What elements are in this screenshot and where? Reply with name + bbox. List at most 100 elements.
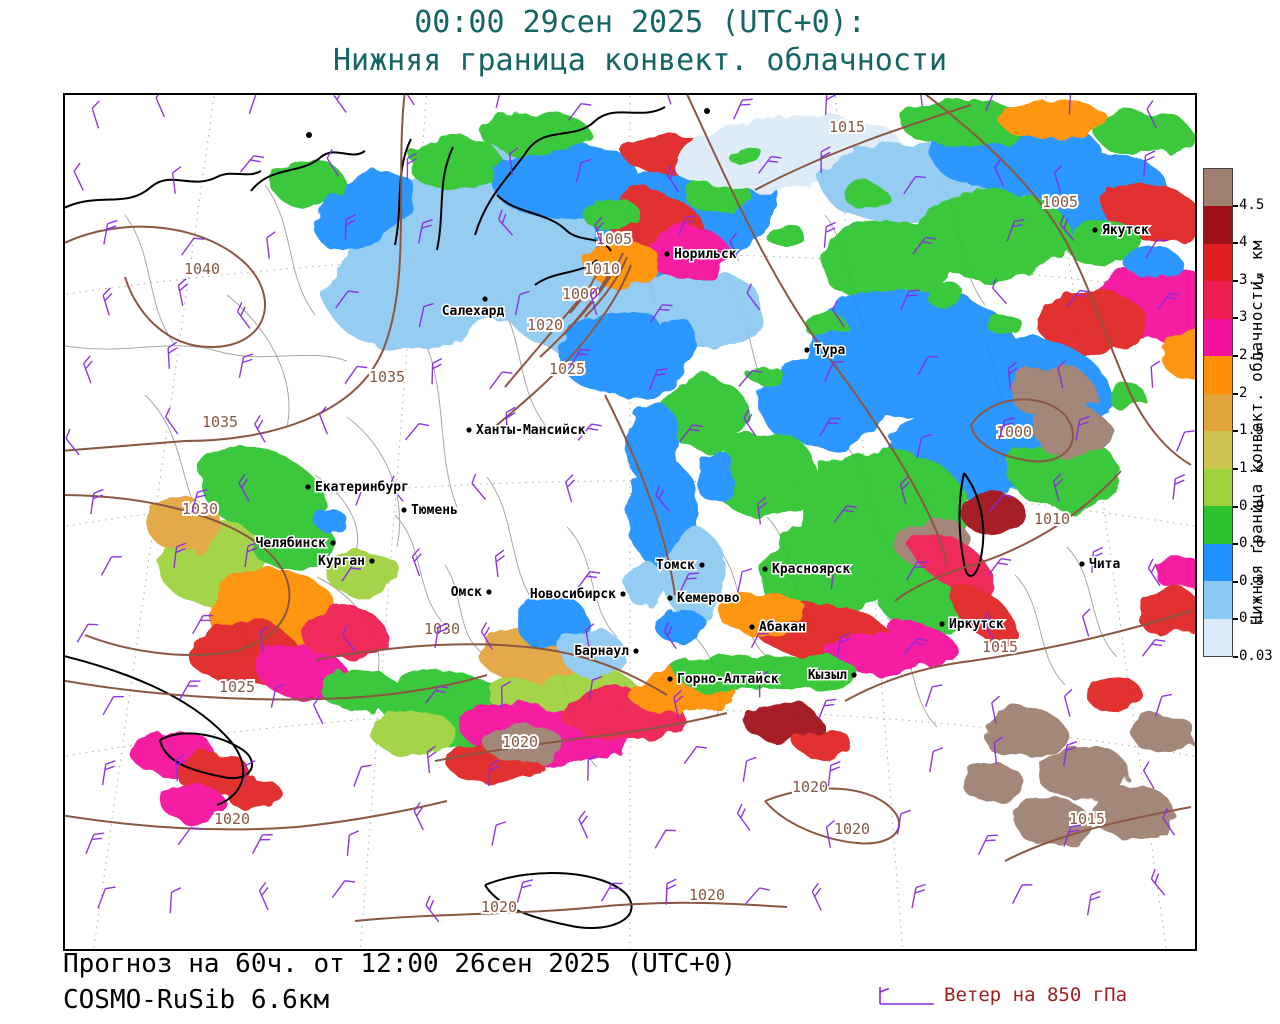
title-datetime: 00:00 29сен 2025 (UTC+0):: [414, 5, 866, 40]
city-label: Тура: [814, 343, 845, 358]
isobar-label: 1040: [184, 260, 220, 278]
legend-color-band: [1204, 393, 1232, 432]
city-label: Красноярск: [772, 562, 850, 577]
city-marker: Томск: [654, 557, 705, 575]
city-marker: Екатеринбург: [305, 479, 410, 497]
legend-tickmark: [1233, 242, 1238, 245]
legend-tickmark: [1233, 505, 1238, 508]
isobar-label: 1005: [596, 230, 632, 248]
city-marker: Ханты-Мансийск: [466, 422, 587, 440]
city-label: Норильск: [674, 247, 737, 262]
city-marker: Иркутск: [939, 616, 1005, 634]
isobar-label: 1010: [584, 260, 620, 278]
isobar-label: 1000: [562, 285, 598, 303]
city-label: Ханты-Мансийск: [476, 423, 586, 438]
city-marker: Якутск: [1092, 222, 1151, 240]
city-marker: Красноярск: [762, 561, 852, 579]
legend-color-band: [1204, 243, 1232, 282]
legend-tickmark: [1233, 656, 1238, 658]
isobar-label: 1020: [502, 733, 538, 751]
city-label: Тюмень: [411, 503, 458, 518]
map-svg: 1040 1035 1035 1030 1030 1025 1025 1020 1015 1005…: [65, 95, 1195, 949]
legend-tick-label: 3: [1239, 309, 1248, 326]
isobar-label: 1020: [834, 820, 870, 838]
legend-tick-label: 0.03: [1239, 648, 1273, 665]
wind-barb-icon: [879, 987, 934, 1005]
legend-tick-label: 2: [1239, 384, 1248, 401]
city-label: Челябинск: [256, 536, 327, 551]
isobar-label: 1030: [182, 500, 218, 518]
legend-color-band: [1204, 281, 1232, 319]
legend-color-band: [1204, 543, 1232, 582]
legend-color-band: [1204, 318, 1232, 357]
legend-tick-label: 1.2: [1239, 460, 1265, 477]
city-label: Горно-Алтайск: [677, 672, 779, 687]
legend-tick-label: 3.5: [1239, 272, 1265, 289]
title-parameter: Нижняя граница конвект. облачности: [332, 43, 948, 78]
map-canvas: 1040 1035 1035 1030 1030 1025 1025 1020 1015 1005…: [63, 93, 1197, 951]
forecast-lead-info: Прогноз на 60ч. от 12:00 26сен 2025 (UTC…: [63, 949, 737, 979]
legend-color-band: [1204, 581, 1232, 619]
isobar-labels: 1040 1035 1035 1030 1030 1025 1025 1020 1015 1005…: [180, 116, 1107, 918]
map-layers: 1040 1035 1035 1030 1030 1025 1025 1020 1015 1005…: [65, 95, 1195, 949]
legend-color-band: [1204, 618, 1232, 657]
city-marker: Горно-Алтайск: [667, 671, 780, 689]
isobar-label: 1020: [527, 316, 563, 334]
legend-tick-label: 0.9: [1239, 497, 1265, 514]
city-label: Томск: [656, 558, 695, 573]
city-label: Абакан: [759, 620, 806, 635]
isobar-layer: [65, 95, 1192, 922]
wind-barb-layer: [65, 95, 1195, 923]
legend-tickmark: [1233, 430, 1238, 433]
wind-legend: Ветер на 850 гПа: [874, 982, 1127, 1010]
city-label: Салехард: [442, 304, 505, 319]
legend-tickmark: [1233, 580, 1238, 583]
legend-tickmark: [1233, 204, 1238, 207]
isobar-label: 1015: [1069, 810, 1105, 828]
model-name: COSMO-RuSib 6.6км: [63, 985, 330, 1015]
city-marker: Кызыл: [806, 667, 857, 685]
legend-tick-label: 1.5: [1239, 422, 1265, 439]
legend-tickmark: [1233, 618, 1238, 621]
legend-color-band: [1204, 506, 1232, 544]
wind-legend-label: Ветер на 850 гПа: [944, 984, 1128, 1006]
isobar-label: 1025: [549, 360, 585, 378]
city-marker: Барнаул: [573, 643, 639, 661]
cloud-field-layer: [131, 99, 1195, 846]
city-label: Иркутск: [949, 617, 1004, 632]
legend-tick-label: 0.3: [1239, 572, 1265, 589]
city-label: Новосибирск: [530, 587, 616, 602]
city-label: Екатеринбург: [315, 480, 409, 495]
legend-tickmark: [1233, 467, 1238, 470]
city-label: Кемерово: [677, 591, 740, 606]
isobar-label: 1005: [1042, 193, 1078, 211]
isobar-label: 1035: [369, 368, 405, 386]
legend-tick-label: 2.5: [1239, 347, 1265, 364]
isobar-label: 1020: [792, 778, 828, 796]
city-marker: Тюмень: [401, 502, 459, 520]
city-marker: Салехард: [440, 296, 506, 321]
city-label: Курган: [318, 554, 365, 569]
city-marker: Чита: [1079, 556, 1122, 574]
isobar-label: 1025: [219, 678, 255, 696]
legend-color-band: [1204, 468, 1232, 507]
isobar-label: 1020: [214, 810, 250, 828]
city-marker: Курган: [317, 553, 375, 571]
isobar-label: 1020: [689, 886, 725, 904]
legend-color-band: [1204, 169, 1232, 207]
isobar-label: 1020: [481, 898, 517, 916]
isobar-label: 1035: [202, 413, 238, 431]
city-marker: Тура: [804, 342, 847, 360]
city-label: Чита: [1089, 557, 1120, 572]
colorbar-legend: [1203, 168, 1233, 657]
city-label: Якутск: [1102, 223, 1149, 238]
isobar-label: 1015: [829, 118, 865, 136]
isobar-label: 1015: [982, 638, 1018, 656]
legend-tick-label: 4.5: [1239, 196, 1265, 213]
isobar-label: 1010: [1034, 510, 1070, 528]
city-label: Омск: [451, 585, 482, 600]
legend-tickmark: [1233, 355, 1238, 358]
city-marker: Норильск: [664, 246, 738, 264]
legend-tick-label: 0.6: [1239, 535, 1265, 552]
isobar-label: 1030: [424, 620, 460, 638]
